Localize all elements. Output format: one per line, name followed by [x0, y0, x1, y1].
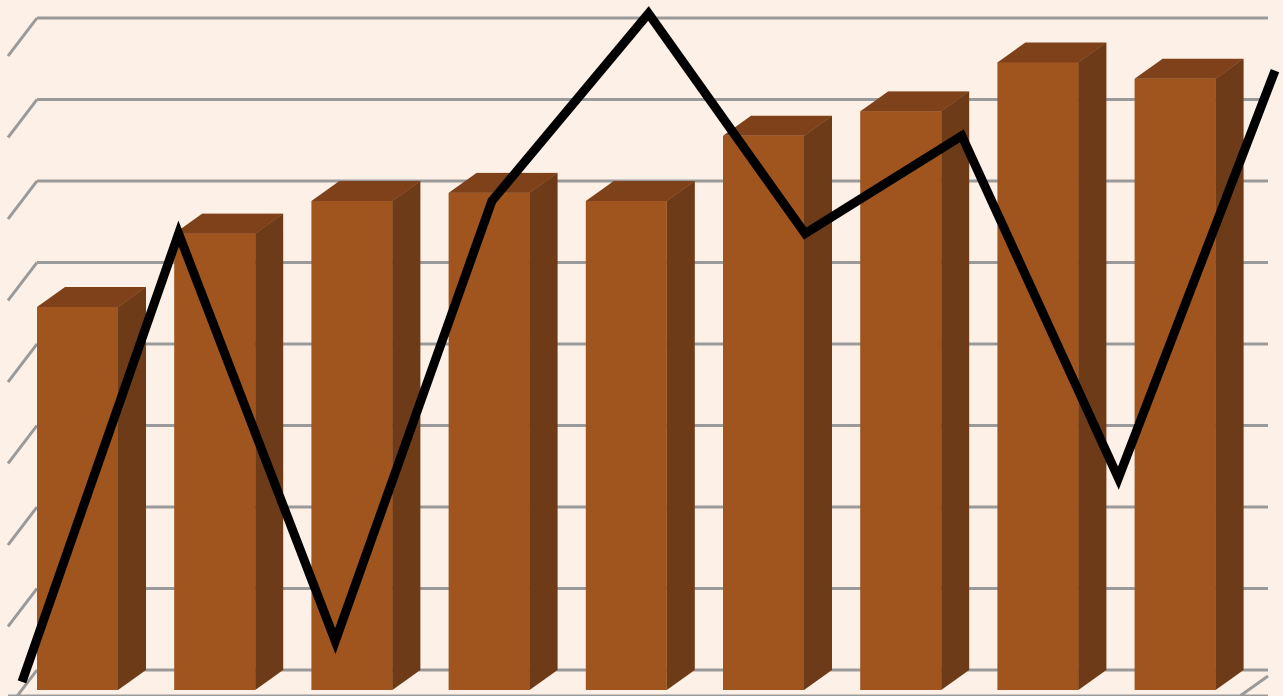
gridline-diagonal [6, 180, 39, 220]
bar [585, 181, 695, 690]
bar-front [448, 192, 530, 690]
bars [37, 42, 1244, 691]
gridline-diagonal [6, 587, 39, 628]
bar [860, 91, 970, 691]
bar-top [311, 181, 421, 201]
bar [37, 286, 146, 690]
bar-side [1078, 42, 1107, 690]
bar-top [860, 91, 970, 112]
gridline-diagonal [6, 424, 39, 465]
bar-front [860, 111, 942, 691]
line-series [17, 6, 1280, 684]
bar [997, 42, 1107, 690]
bar [1134, 58, 1244, 690]
bar-front [585, 201, 667, 690]
gridline-diagonal [15, 669, 39, 696]
bar-top [37, 286, 146, 307]
bar [448, 172, 558, 691]
bar-top [723, 115, 832, 136]
gridline-diagonal [6, 261, 39, 302]
gridline-diagonal [6, 343, 39, 383]
bar-top [585, 181, 695, 201]
bar-front [723, 135, 804, 691]
bar-front [997, 62, 1079, 690]
gridline-diagonal [6, 98, 39, 139]
bar-front [1134, 78, 1216, 690]
bar-top [997, 42, 1107, 63]
floor-diagonal [1239, 674, 1269, 696]
bar [174, 213, 284, 690]
bar-front [37, 306, 118, 690]
gridline-diagonal [6, 506, 39, 546]
line-path [17, 6, 1280, 684]
bar-top [1134, 58, 1244, 79]
bar-side [941, 91, 970, 691]
bar-top [174, 213, 284, 234]
bar-front [174, 233, 256, 690]
bar-side [666, 181, 695, 690]
gridline-diagonal [6, 17, 39, 57]
bar-side [255, 213, 284, 690]
bar [723, 115, 832, 691]
bar-side [529, 172, 558, 691]
bar-side [804, 115, 832, 691]
